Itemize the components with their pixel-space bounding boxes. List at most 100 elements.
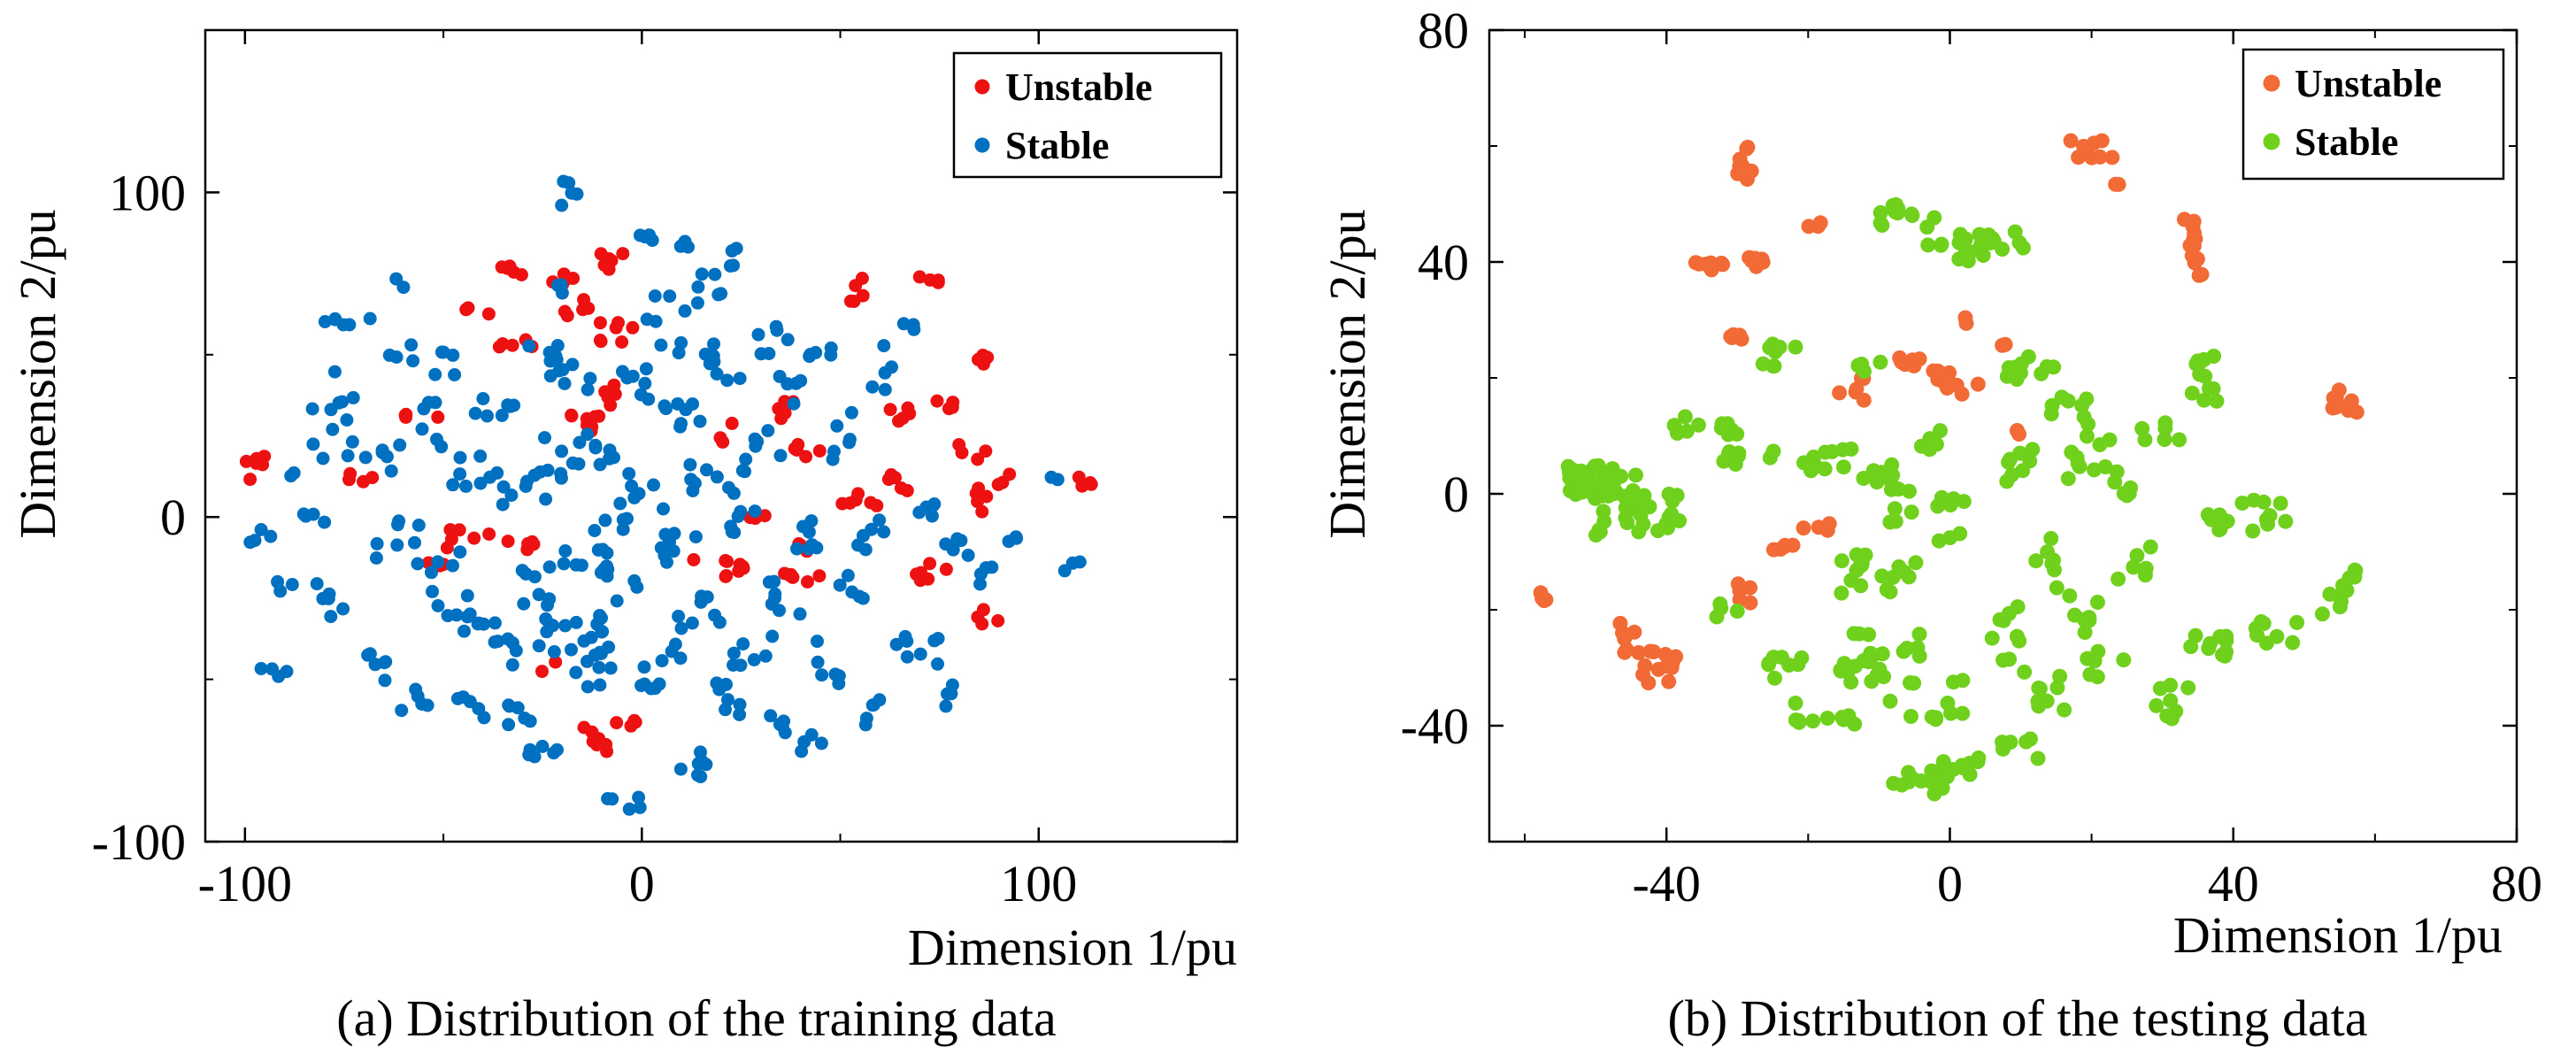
point-stable (2097, 459, 2113, 474)
point-unstable (2184, 248, 2200, 264)
point-stable (672, 346, 686, 360)
point-unstable (2092, 149, 2108, 165)
x-tick-label: -100 (198, 855, 292, 912)
point-stable (581, 427, 595, 442)
point-stable (1874, 568, 1890, 584)
point-stable (285, 578, 299, 591)
point-stable (2092, 437, 2108, 452)
point-stable (1834, 585, 1849, 601)
x-tick-label: 40 (2208, 855, 2259, 912)
point-stable (865, 380, 880, 394)
legend: Unstable Stable (2242, 48, 2505, 181)
point-stable (572, 457, 586, 471)
point-stable (985, 560, 999, 574)
point-unstable (687, 553, 701, 566)
chart-caption: (a) Distribution of the training data (336, 989, 1056, 1047)
point-stable (1628, 467, 1643, 483)
point-stable (707, 337, 720, 351)
point-stable (1902, 483, 1917, 499)
y-tick-label: 100 (109, 164, 186, 221)
point-stable (532, 639, 546, 653)
point-unstable (1905, 358, 1921, 373)
point-stable (1835, 712, 1851, 727)
point-stable (552, 364, 566, 378)
point-stable (453, 545, 467, 559)
point-unstable (883, 403, 897, 417)
point-stable (535, 739, 550, 753)
point-stable (1788, 339, 1803, 355)
point-stable (693, 414, 707, 428)
point-stable (306, 437, 320, 451)
point-stable (622, 466, 636, 481)
legend-marker-unstable (974, 79, 990, 95)
point-unstable (399, 410, 413, 424)
point-stable (468, 406, 482, 420)
point-stable (1690, 417, 1706, 433)
point-stable (765, 629, 780, 643)
point-stable (1790, 712, 1806, 728)
point-unstable (2063, 133, 2079, 149)
point-stable (431, 599, 445, 612)
point-stable (2001, 360, 2017, 375)
point-stable (428, 396, 442, 410)
point-unstable (243, 473, 258, 487)
point-stable (404, 338, 419, 352)
point-stable (878, 366, 892, 380)
legend-label-stable: Stable (2295, 120, 2398, 164)
point-stable (939, 537, 953, 551)
point-stable (1562, 465, 1577, 481)
point-unstable (2108, 176, 2124, 192)
point-unstable (1732, 592, 1748, 607)
point-unstable (602, 262, 616, 276)
point-stable (700, 463, 713, 477)
point-unstable (431, 410, 445, 424)
point-stable (2057, 702, 2072, 718)
point-unstable (1646, 644, 1662, 659)
point-unstable (577, 293, 591, 307)
point-stable (913, 647, 927, 661)
point-stable (769, 319, 783, 334)
point-stable (900, 650, 914, 664)
point-stable (654, 338, 668, 352)
point-unstable (1730, 165, 1746, 181)
point-stable (2206, 349, 2222, 364)
point-stable (1772, 339, 1788, 355)
point-stable (490, 466, 504, 480)
point-unstable (2343, 393, 2359, 409)
point-unstable (778, 406, 792, 420)
point-stable (773, 604, 786, 618)
point-stable (638, 376, 652, 390)
series-unstable (239, 247, 1098, 758)
point-stable (691, 768, 704, 782)
point-stable (1911, 627, 1927, 643)
point-stable (627, 573, 642, 588)
point-stable (906, 318, 920, 332)
point-stable (748, 504, 762, 519)
point-stable (1073, 555, 1087, 569)
point-stable (1863, 645, 1879, 661)
point-stable (633, 800, 647, 814)
point-stable (877, 525, 891, 539)
point-stable (491, 635, 505, 649)
point-stable (2142, 539, 2158, 555)
point-stable (543, 354, 557, 368)
point-stable (2339, 582, 2355, 598)
point-stable (505, 636, 519, 650)
point-stable (2258, 635, 2274, 651)
point-unstable (786, 570, 800, 584)
point-stable (1885, 197, 1901, 213)
point-unstable (851, 487, 865, 501)
point-stable (2163, 693, 2179, 709)
point-unstable (481, 307, 496, 321)
point-unstable (1856, 392, 1872, 408)
point-stable (2079, 428, 2095, 444)
point-unstable (461, 301, 475, 315)
point-stable (2347, 569, 2363, 585)
point-stable (411, 519, 426, 532)
point-stable (674, 335, 688, 350)
point-unstable (914, 566, 928, 580)
point-stable (2076, 612, 2092, 627)
point-stable (973, 577, 987, 591)
point-stable (616, 512, 630, 527)
point-unstable (610, 716, 624, 730)
